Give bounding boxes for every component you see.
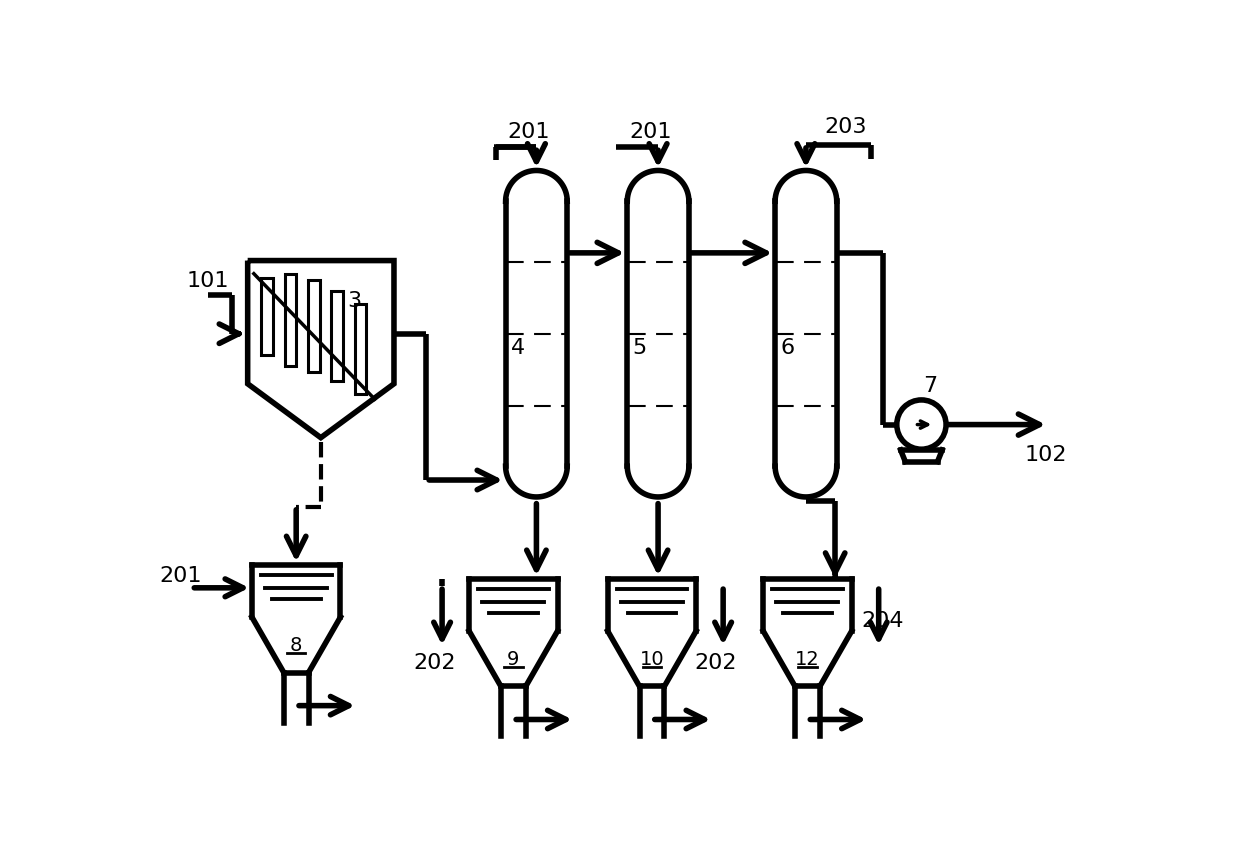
Text: 8: 8 [290,636,302,656]
Text: 10: 10 [640,651,664,669]
Text: 5: 5 [633,337,646,358]
Text: 202: 202 [413,653,456,674]
Bar [332,290,343,382]
Bar [285,274,296,366]
Text: 4: 4 [510,337,525,358]
Text: 201: 201 [629,122,671,142]
Text: 101: 101 [186,271,228,291]
Text: 12: 12 [795,651,820,669]
Text: 201: 201 [160,567,202,586]
Text: 201: 201 [508,122,550,142]
Bar [308,280,319,372]
Text: 9: 9 [507,651,519,669]
Text: 203: 203 [825,117,867,137]
Text: 202: 202 [694,653,736,674]
Text: 102: 102 [1025,445,1067,466]
Bar [354,305,367,394]
Text: 3: 3 [348,291,362,312]
Text: 6: 6 [780,337,795,358]
Text: 204: 204 [861,611,904,631]
Text: 7: 7 [924,376,937,396]
Bar [261,278,273,355]
